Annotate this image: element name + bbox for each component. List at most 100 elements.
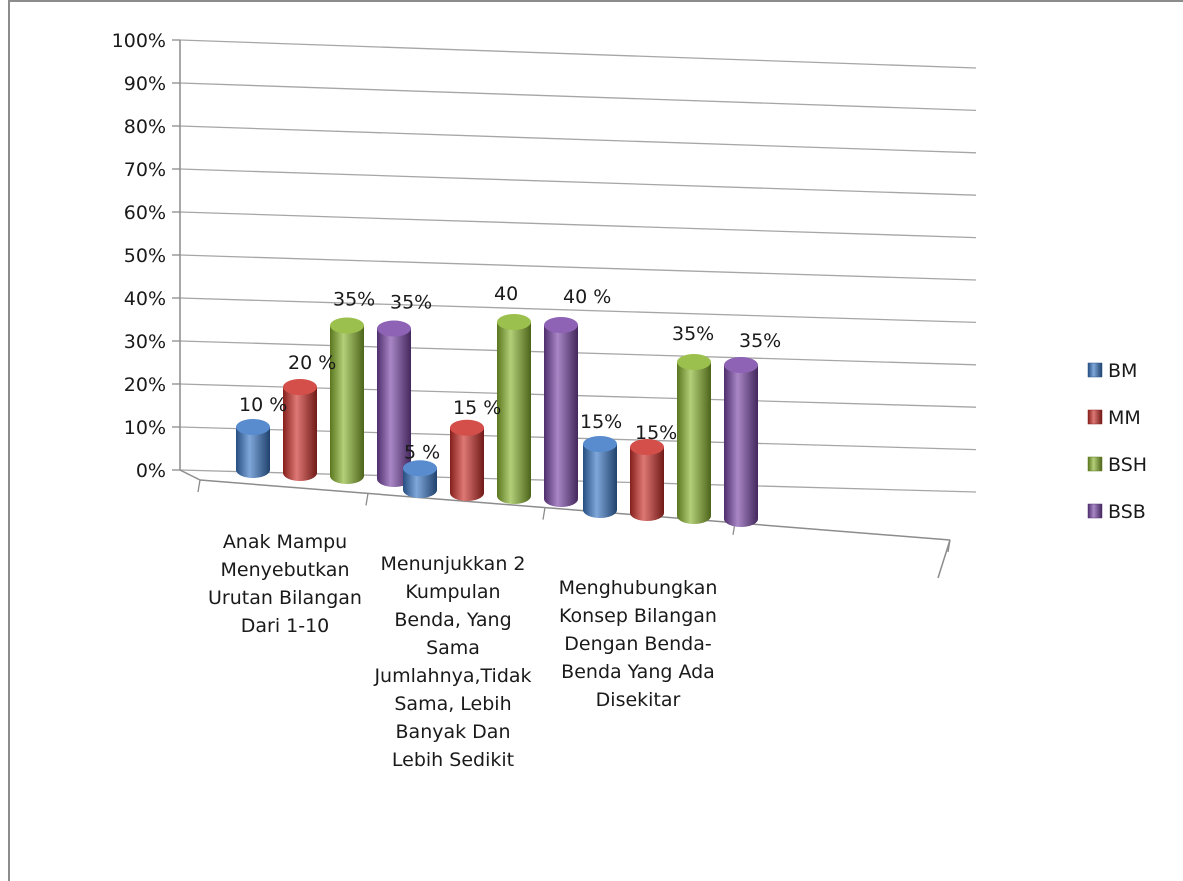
data-labels: 10 %20 % 35% 35% 5 % 15 % 40 40 % 15% 15% 35% 35%: [239, 283, 781, 463]
bar-body: [497, 322, 531, 504]
bar-body: [330, 325, 364, 484]
category-label-line: Menunjukkan 2: [380, 553, 525, 575]
legend-item-BSB: BSB: [1087, 501, 1146, 523]
category-label-line: Jumlahnya,Tidak: [373, 665, 531, 687]
bar-BSB-3: [724, 357, 758, 527]
bar-top: [283, 379, 317, 395]
category-label-line: Konsep Bilangan: [559, 605, 717, 627]
gridline: [179, 297, 977, 324]
y-tick-label: 30%: [124, 331, 166, 353]
legend-item-MM: MM: [1087, 407, 1141, 429]
bar-BM-2: [403, 460, 437, 498]
category-label-line: Anak Mampu: [223, 531, 347, 553]
bar-body: [724, 365, 758, 527]
data-label-BM-3: 15%: [580, 411, 622, 433]
x-tick-mark: [947, 539, 951, 553]
bar-BM-3: [583, 436, 617, 518]
data-label-BSH-2: 40: [494, 283, 518, 305]
bar-body: [283, 387, 317, 481]
gridline: [179, 168, 977, 196]
y-tick-label: 100%: [112, 30, 166, 52]
bar-body: [677, 362, 711, 524]
y-tick-label: 20%: [124, 374, 166, 396]
y-tick-label: 0%: [136, 460, 166, 482]
legend-item-BSH: BSH: [1087, 454, 1147, 476]
data-label-MM-1: 20 %: [288, 352, 336, 374]
data-label-MM-2: 15 %: [453, 397, 501, 419]
bar-top: [583, 436, 617, 452]
data-label-BSB-3: 35%: [739, 330, 781, 352]
gridline: [179, 125, 977, 154]
gridline: [179, 254, 977, 281]
bar-body: [583, 444, 617, 518]
legend-swatch: [1087, 503, 1103, 519]
bar-body: [377, 328, 411, 487]
legend-label: MM: [1108, 407, 1141, 429]
bar-top: [630, 439, 664, 455]
category-label-line: Kumpulan: [405, 581, 500, 603]
gridline: [179, 82, 977, 112]
bar-BSH-2: [497, 314, 531, 504]
category-label-2: Menunjukkan 2 Kumpulan Benda, Yang Sama Juml…: [373, 553, 531, 771]
legend-swatch: [1087, 456, 1103, 472]
category-label-1: Anak Mampu Menyebutkan Urutan Bilangan Dari…: [208, 531, 362, 637]
legend-label: BSH: [1108, 454, 1147, 476]
y-tick-label: 90%: [124, 73, 166, 95]
axes: 0% 10% 20% 30% 40% 50% 60% 70% 80% 90% 100% Anak Ma…: [112, 30, 951, 771]
bar-BSB-1: [377, 320, 411, 487]
bar-BSH-3: [677, 354, 711, 524]
frame-top-border: [8, 0, 1183, 2]
y-tick-label: 10%: [124, 417, 166, 439]
bar-body: [630, 447, 664, 521]
floor-left-edge: [179, 469, 201, 481]
category-label-line: Lebih Sedikit: [392, 749, 514, 771]
y-tick-label: 50%: [124, 245, 166, 267]
gridline: [179, 39, 977, 69]
data-label-BSB-1: 35%: [390, 292, 432, 314]
bar-body: [403, 468, 437, 498]
category-label-line: Menghubungkan: [559, 577, 718, 599]
category-label-line: Sama, Lebih: [394, 693, 511, 715]
category-label-line: Benda Yang Ada: [561, 661, 715, 683]
bar-top: [497, 314, 531, 330]
bar-top: [377, 320, 411, 337]
legend-label: BSB: [1108, 501, 1146, 523]
legend-item-BM: BM: [1087, 360, 1137, 382]
bars: [236, 314, 758, 527]
x-axis-line: [199, 479, 951, 541]
category-label-3: Menghubungkan Konsep Bilangan Dengan Benda…: [559, 577, 718, 711]
category-label-line: Sama: [426, 637, 480, 659]
category-label-line: Menyebutkan: [221, 559, 350, 581]
bar-body: [544, 325, 578, 507]
bar-MM-1: [283, 379, 317, 481]
data-label-BM-2: 5 %: [404, 441, 440, 463]
gridline: [179, 211, 977, 239]
bar-BSB-2: [544, 317, 578, 507]
data-label-BM-1: 10 %: [239, 394, 287, 416]
y-tick-label: 40%: [124, 288, 166, 310]
x-tick-mark: [365, 493, 369, 506]
legend-swatch: [1087, 409, 1103, 425]
bar-top: [403, 460, 437, 477]
bar-top: [677, 354, 711, 370]
category-label-line: Urutan Bilangan: [208, 587, 362, 609]
data-label-BSH-1: 35%: [333, 289, 375, 311]
data-label-BSH-3: 35%: [672, 323, 714, 345]
x-tick-mark: [542, 507, 546, 520]
y-tick-label: 60%: [124, 202, 166, 224]
legend-swatch: [1087, 362, 1103, 378]
y-tick-label: 80%: [124, 116, 166, 138]
bar-top: [330, 317, 364, 334]
category-label-line: Benda, Yang: [394, 609, 511, 631]
y-tick-label: 70%: [124, 159, 166, 181]
bar-top: [724, 357, 758, 373]
bar-BM-1: [236, 419, 270, 478]
category-label-line: Dengan Benda-: [564, 633, 711, 655]
bar-body: [450, 427, 484, 501]
bar-BSH-1: [330, 317, 364, 484]
category-label-line: Disekitar: [596, 689, 681, 711]
data-label-BSB-2: 40 %: [563, 286, 611, 308]
data-label-MM-3: 15%: [635, 422, 677, 444]
